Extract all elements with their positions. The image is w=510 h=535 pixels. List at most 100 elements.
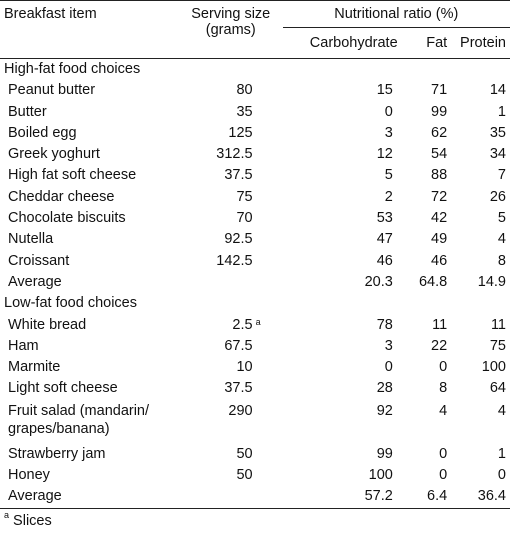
protein-value: 14 (489, 82, 506, 99)
protein-value: 1 (497, 103, 506, 120)
table-row: Ham 67.5 3 22 75 (0, 336, 510, 357)
table-row: Boiled egg 125 3 62 35 (0, 123, 510, 144)
header-fat: Fat (404, 27, 456, 59)
protein-value: 26 (489, 188, 506, 205)
item-name: Nutella (8, 231, 54, 248)
average-fat: 6.4 (404, 486, 456, 509)
fat-value: 11 (432, 316, 448, 333)
fat-value: 22 (431, 337, 448, 354)
table-row: Greek yoghurt 312.5 12 54 34 (0, 144, 510, 165)
carbohydrate-value: 5 (384, 167, 393, 184)
table-row: Fruit salad (mandarin/ grapes/banana) 290… (0, 400, 510, 444)
footnote-marker: a (255, 316, 261, 327)
fat-value: 99 (431, 103, 448, 120)
table-row: Strawberry jam 50 99 0 1 (0, 444, 510, 465)
carbohydrate-value: 12 (376, 146, 393, 163)
protein-value: 7 (497, 167, 506, 184)
serving-size: 50 (179, 465, 283, 486)
item-name: Peanut butter (8, 82, 96, 99)
serving-size: 125 (179, 123, 283, 144)
table-row: Cheddar cheese 75 2 72 26 (0, 187, 510, 208)
average-row-low-fat: Average 57.2 6.4 36.4 (0, 486, 510, 509)
carbohydrate-value: 2 (384, 188, 393, 205)
table-row: Butter 35 0 99 1 (0, 102, 510, 123)
table-row: High fat soft cheese 37.5 5 88 7 (0, 165, 510, 186)
carbohydrate-value: 28 (376, 380, 393, 397)
average-serving (179, 272, 283, 293)
serving-value: 70 (236, 210, 253, 227)
table-row: Chocolate biscuits 70 53 42 5 (0, 208, 510, 229)
average-protein: 14.9 (477, 273, 506, 290)
carbohydrate-value: 0 (384, 103, 393, 120)
carbohydrate-value: 0 (384, 359, 393, 376)
item-name: Cheddar cheese (8, 188, 115, 205)
fat-value: 4 (439, 402, 448, 419)
header-ratio: Nutritional ratio (%) (334, 6, 459, 22)
nutrition-table: Breakfast item Serving size (grams) Nutr… (0, 0, 510, 509)
serving-value: 92.5 (224, 231, 253, 248)
carbohydrate-value: 78 (376, 316, 393, 333)
item-name: Butter (8, 103, 47, 120)
footnote-text: Slices (13, 512, 52, 529)
fat-value: 42 (431, 210, 448, 227)
header-protein: Protein (455, 27, 510, 59)
item-name: High fat soft cheese (8, 167, 137, 184)
protein-value: 5 (497, 210, 506, 227)
item-name: Greek yoghurt (8, 146, 100, 163)
fat-value: 0 (439, 359, 448, 376)
carbohydrate-value: 100 (368, 467, 393, 484)
serving-size: 10 (179, 357, 283, 378)
serving-value: 125 (228, 124, 253, 141)
serving-value: 50 (236, 467, 253, 484)
item-name: Marmite (8, 359, 61, 376)
fat-value: 8 (439, 380, 448, 397)
serving-size: 92.5 (179, 229, 283, 250)
item-name: Boiled egg (8, 124, 77, 141)
table-row: Peanut butter 80 15 71 14 (0, 80, 510, 101)
fat-value: 46 (431, 252, 448, 269)
protein-value: 64 (489, 380, 506, 397)
footnote: a Slices (0, 510, 510, 529)
section-low-fat: Low-fat food choices (0, 293, 510, 314)
serving-size: 37.5 (179, 378, 283, 399)
serving-size: 290 (179, 400, 283, 444)
section-high-fat-label: High-fat food choices (0, 58, 510, 81)
header-row-2: Carbohydrate Fat Protein (0, 27, 510, 59)
protein-value: 11 (490, 316, 506, 333)
item-name: Ham (8, 337, 39, 354)
protein-value: 100 (481, 359, 506, 376)
fat-value: 72 (431, 188, 448, 205)
serving-size: 142.5 (179, 251, 283, 272)
table-row: White bread 2.5 a 78 11 11 (0, 315, 510, 336)
table-row: Honey 50 100 0 0 (0, 465, 510, 486)
serving-size: 80 (179, 80, 283, 101)
average-protein: 36.4 (455, 486, 510, 509)
serving-value: 80 (236, 82, 253, 99)
serving-value: 75 (236, 188, 253, 205)
protein-value: 75 (489, 337, 506, 354)
serving-value: 10 (236, 359, 253, 376)
table-row: Marmite 10 0 0 100 (0, 357, 510, 378)
serving-value: 35 (236, 103, 253, 120)
fat-value: 88 (431, 167, 448, 184)
carbohydrate-value: 53 (376, 210, 393, 227)
section-low-fat-label: Low-fat food choices (4, 295, 137, 312)
serving-value: 2.5 (232, 316, 253, 333)
item-name: Fruit salad (mandarin/ grapes/banana) (8, 402, 150, 437)
protein-value: 8 (497, 252, 506, 269)
serving-value: 37.5 (224, 167, 253, 184)
fat-value: 54 (431, 146, 448, 163)
protein-value: 4 (497, 402, 506, 419)
protein-value: 34 (489, 146, 506, 163)
serving-value: 312.5 (216, 146, 253, 163)
item-name: Light soft cheese (8, 380, 118, 397)
item-name: Croissant (8, 252, 70, 269)
serving-size: 70 (179, 208, 283, 229)
fat-value: 62 (431, 124, 448, 141)
carbohydrate-value: 92 (376, 402, 393, 419)
carbohydrate-value: 47 (376, 231, 393, 248)
section-high-fat: High-fat food choices (0, 58, 510, 81)
average-serving (178, 486, 283, 509)
serving-size: 50 (179, 444, 283, 465)
